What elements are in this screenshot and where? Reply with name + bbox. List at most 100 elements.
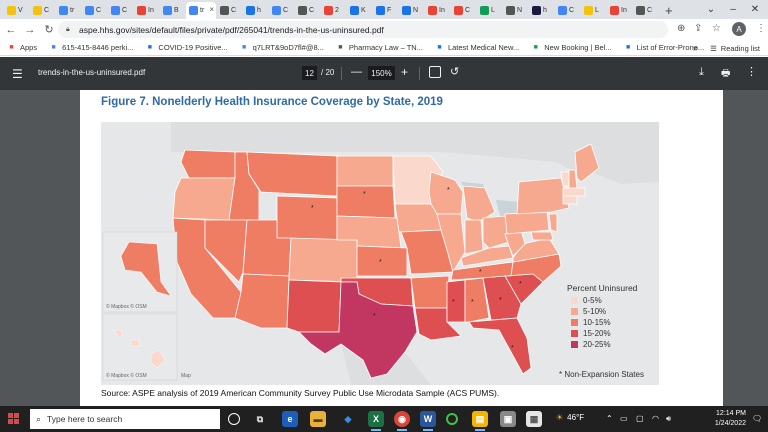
apps-grid-icon: ■ bbox=[9, 44, 14, 51]
zoom-in-icon[interactable]: + bbox=[401, 65, 409, 79]
hamburger-menu-icon[interactable]: ☰ bbox=[12, 67, 23, 81]
file-explorer-icon[interactable]: ▬ bbox=[310, 411, 326, 427]
tab-label: C bbox=[231, 7, 237, 14]
download-icon[interactable]: ⤓ bbox=[699, 66, 704, 78]
browser-tab[interactable]: C bbox=[269, 2, 294, 19]
edge-icon[interactable]: e bbox=[282, 411, 298, 427]
print-icon[interactable]: 🖶︎ bbox=[721, 68, 731, 79]
more-icon[interactable]: ⋮ bbox=[756, 23, 766, 34]
browser-tab[interactable]: C bbox=[217, 2, 242, 19]
minimize-icon[interactable]: – bbox=[730, 4, 736, 15]
browser-tab[interactable]: h bbox=[243, 2, 268, 19]
divider bbox=[341, 67, 342, 80]
browser-tab[interactable]: h bbox=[529, 2, 554, 19]
browser-tab[interactable]: F bbox=[373, 2, 398, 19]
zoom-level-input[interactable]: 150% bbox=[368, 66, 395, 80]
back-icon[interactable]: ← bbox=[5, 23, 17, 36]
bookmark-item[interactable]: ■ Latest Medical New... bbox=[435, 43, 519, 52]
hospital-icon: ■ bbox=[147, 44, 153, 51]
avatar[interactable]: A bbox=[732, 22, 746, 36]
star-icon[interactable]: ☆ bbox=[712, 23, 721, 34]
browser-tab[interactable]: C bbox=[30, 2, 55, 19]
rotate-icon[interactable]: ↺ bbox=[450, 66, 460, 78]
bookmark-item[interactable]: ■ Pharmacy Law – TN... bbox=[336, 43, 423, 52]
state-AZ bbox=[234, 273, 290, 329]
teams-icon[interactable]: ▦ bbox=[526, 411, 542, 427]
bookmark-item[interactable]: ■ COVID-19 Positive... bbox=[145, 43, 228, 52]
bookmarks-bar: ■ Apps ■ 615-415-8446 perki... ■ COVID-19 Pos… bbox=[0, 40, 768, 56]
browser-tab[interactable]: tr × bbox=[186, 2, 216, 19]
bookmark-item[interactable]: ■ q7LRT&9oD7fl#@8... bbox=[240, 43, 324, 52]
clock[interactable]: 12:14 PM 1/24/2022 bbox=[715, 409, 746, 429]
globe-icon bbox=[298, 6, 307, 15]
state-ME bbox=[574, 143, 600, 183]
chevron-down-icon[interactable]: ⌄ bbox=[706, 4, 716, 15]
browser-tab[interactable]: C bbox=[451, 2, 476, 19]
browser-tab[interactable]: In bbox=[134, 2, 159, 19]
google-icon bbox=[558, 6, 567, 15]
wifi-icon[interactable]: ◠ bbox=[652, 414, 659, 423]
app-icon[interactable]: ▣ bbox=[500, 411, 516, 427]
browser-tab[interactable]: tr bbox=[56, 2, 81, 19]
browser-tab[interactable]: L bbox=[477, 2, 502, 19]
network-icon[interactable]: ▭ bbox=[620, 414, 628, 423]
browser-tab[interactable]: 2 bbox=[321, 2, 346, 19]
browser-tab[interactable]: K bbox=[347, 2, 372, 19]
url-text: aspe.hhs.gov/sites/default/files/private… bbox=[79, 24, 384, 35]
volume-icon[interactable]: 🔊︎ bbox=[666, 414, 672, 423]
reload-icon[interactable]: ↻ bbox=[44, 24, 54, 36]
forward-icon[interactable]: → bbox=[24, 23, 36, 36]
weather-widget[interactable]: ☀ 46°F bbox=[556, 413, 584, 422]
non-expansion-marker: * bbox=[379, 259, 382, 266]
bookmark-label: Pharmacy Law – TN... bbox=[348, 43, 423, 52]
share-icon[interactable]: ⇪ bbox=[694, 23, 703, 34]
browser-tab[interactable]: C bbox=[82, 2, 107, 19]
word-icon[interactable]: W bbox=[420, 411, 436, 431]
taskbar-search-box[interactable]: ⌕ Type here to search bbox=[30, 409, 220, 429]
cb-icon bbox=[532, 6, 541, 15]
page-number-input[interactable]: 12 bbox=[302, 66, 317, 80]
more-icon[interactable]: ⋮ bbox=[746, 66, 757, 78]
windows-start-icon[interactable] bbox=[8, 413, 20, 425]
url-bar[interactable]: 🔒︎ aspe.hhs.gov/sites/default/files/priv… bbox=[58, 21, 668, 38]
dropbox-icon[interactable]: ◆ bbox=[344, 413, 352, 424]
browser-tab[interactable]: B bbox=[160, 2, 185, 19]
browser-tab[interactable]: In bbox=[425, 2, 450, 19]
green-app-icon[interactable] bbox=[446, 413, 458, 425]
map-credit: Map bbox=[181, 373, 191, 379]
task-view-icon[interactable]: ⧉ bbox=[256, 413, 264, 424]
chevron-right-icon[interactable]: » bbox=[693, 43, 699, 53]
new-tab-button[interactable]: + bbox=[665, 3, 673, 18]
notifications-icon[interactable]: 🗨︎ bbox=[752, 414, 763, 423]
sticky-notes-icon[interactable]: ▤ bbox=[472, 411, 488, 431]
non-expansion-marker: * bbox=[311, 205, 314, 212]
browser-tab[interactable]: L bbox=[581, 2, 606, 19]
browser-tab[interactable]: C bbox=[555, 2, 580, 19]
excel-icon[interactable]: X bbox=[368, 411, 384, 431]
bookmark-item[interactable]: ■ 615-415-8446 perki... bbox=[49, 43, 133, 52]
browser-tab[interactable]: In bbox=[607, 2, 632, 19]
pdf-viewer[interactable]: Figure 7. Nonelderly Health Insurance Co… bbox=[0, 90, 768, 406]
weather-sun-icon: ☀ bbox=[556, 413, 564, 422]
browser-tab[interactable]: C bbox=[295, 2, 320, 19]
browser-tab[interactable]: N bbox=[399, 2, 424, 19]
browser-tab[interactable]: C bbox=[108, 2, 133, 19]
address-bar-row: ← → ↻ 🔒︎ aspe.hhs.gov/sites/default/file… bbox=[0, 19, 768, 40]
chevron-up-icon[interactable]: ⌃ bbox=[606, 414, 613, 423]
bookmark-item[interactable]: ■ New Booking | Bel... bbox=[531, 43, 612, 52]
close-tab-icon[interactable]: × bbox=[209, 5, 214, 14]
chrome-icon[interactable]: ◉ bbox=[394, 411, 410, 431]
red-circle-icon bbox=[324, 6, 333, 15]
fit-page-icon[interactable] bbox=[429, 66, 441, 78]
bookmark-item[interactable]: ■ List of Error-Prone... bbox=[624, 43, 704, 52]
browser-tab[interactable]: N bbox=[503, 2, 528, 19]
browser-tab[interactable]: C bbox=[633, 2, 658, 19]
close-window-icon[interactable]: ✕ bbox=[750, 4, 760, 15]
bookmark-item[interactable]: ■ Apps bbox=[7, 43, 37, 52]
browser-tab[interactable]: V bbox=[4, 2, 29, 19]
zoom-out-icon[interactable]: — bbox=[351, 66, 362, 78]
reading-list[interactable]: » ☰ Reading list bbox=[693, 43, 760, 53]
display-icon[interactable]: ▢ bbox=[636, 414, 644, 423]
zoom-icon[interactable]: ⊕ bbox=[677, 23, 686, 34]
cortana-icon[interactable] bbox=[228, 413, 240, 425]
